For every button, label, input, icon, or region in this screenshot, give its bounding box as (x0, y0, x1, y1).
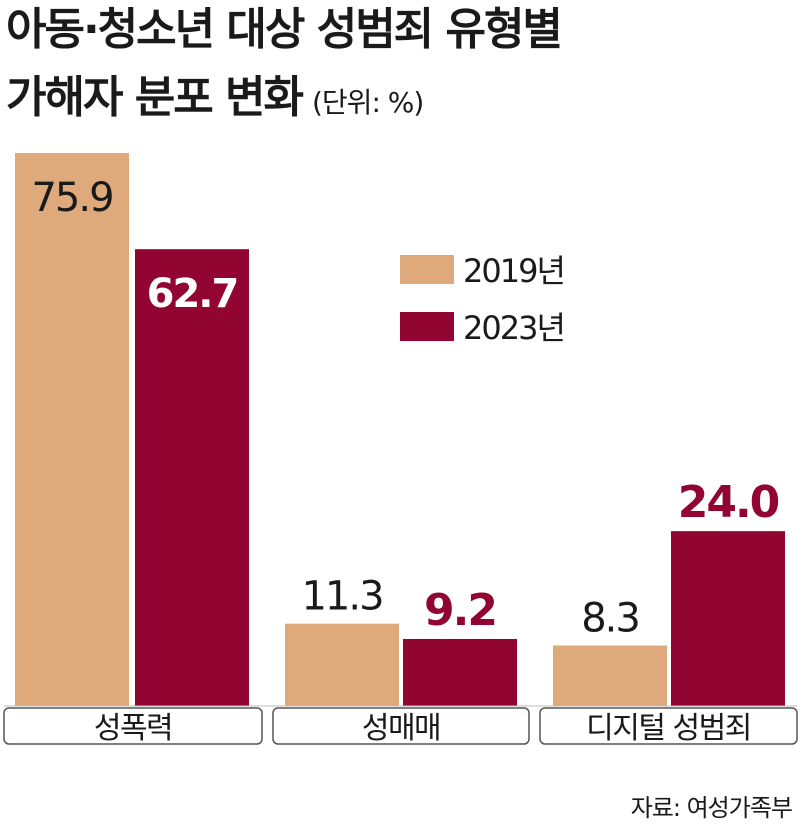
bar-2023년-디지털-성범죄 (671, 531, 785, 706)
category-label-성폭력: 성폭력 (94, 711, 172, 746)
value-label-2023년-디지털-성범죄: 24.0 (678, 477, 779, 528)
legend-swatch-2019년 (400, 255, 454, 284)
value-label-2019년-디지털-성범죄: 8.3 (581, 596, 639, 642)
legend-label-2023년: 2023년 (463, 309, 564, 347)
value-label-2023년-성매매: 9.2 (424, 585, 496, 636)
unit-label: (단위: %) (312, 86, 424, 119)
chart-title-line-1: 아동·청소년 대상 성범죄 유형별 (6, 4, 563, 55)
category-box-디지털-성범죄 (539, 707, 798, 745)
bar-2019년-성매매 (285, 623, 399, 706)
legend-swatch-2023년 (400, 312, 454, 341)
value-label-2019년-성폭력: 75.9 (31, 175, 112, 221)
category-box-성폭력 (3, 707, 263, 745)
category-boxes-group: 성폭력 성매매 디지털 성범죄 (3, 707, 798, 746)
bars-group (4, 153, 797, 707)
value-labels-group: 75.9 62.7 11.3 9.2 8.3 24.0 (31, 175, 780, 642)
category-box-성매매 (272, 707, 530, 745)
bar-2019년-성폭력 (15, 153, 129, 706)
bar-2023년-성폭력 (135, 249, 249, 706)
bar-2023년-성매매 (403, 638, 517, 706)
bar-2019년-디지털-성범죄 (553, 645, 667, 706)
value-label-2023년-성폭력: 62.7 (147, 271, 238, 317)
category-label-디지털-성범죄: 디지털 성범죄 (586, 711, 751, 746)
source-note: 자료: 여성가족부 (630, 794, 793, 822)
chart-title-line-2-text: 가해자 분포 변화 (6, 72, 304, 123)
chart-title-line-2: 가해자 분포 변화 (단위: %) (6, 76, 424, 120)
legend-label-2019년: 2019년 (463, 252, 564, 290)
value-label-2019년-성매매: 11.3 (301, 574, 382, 620)
legend: 2019년 2023년 (400, 252, 566, 347)
category-label-성매매: 성매매 (362, 711, 440, 746)
